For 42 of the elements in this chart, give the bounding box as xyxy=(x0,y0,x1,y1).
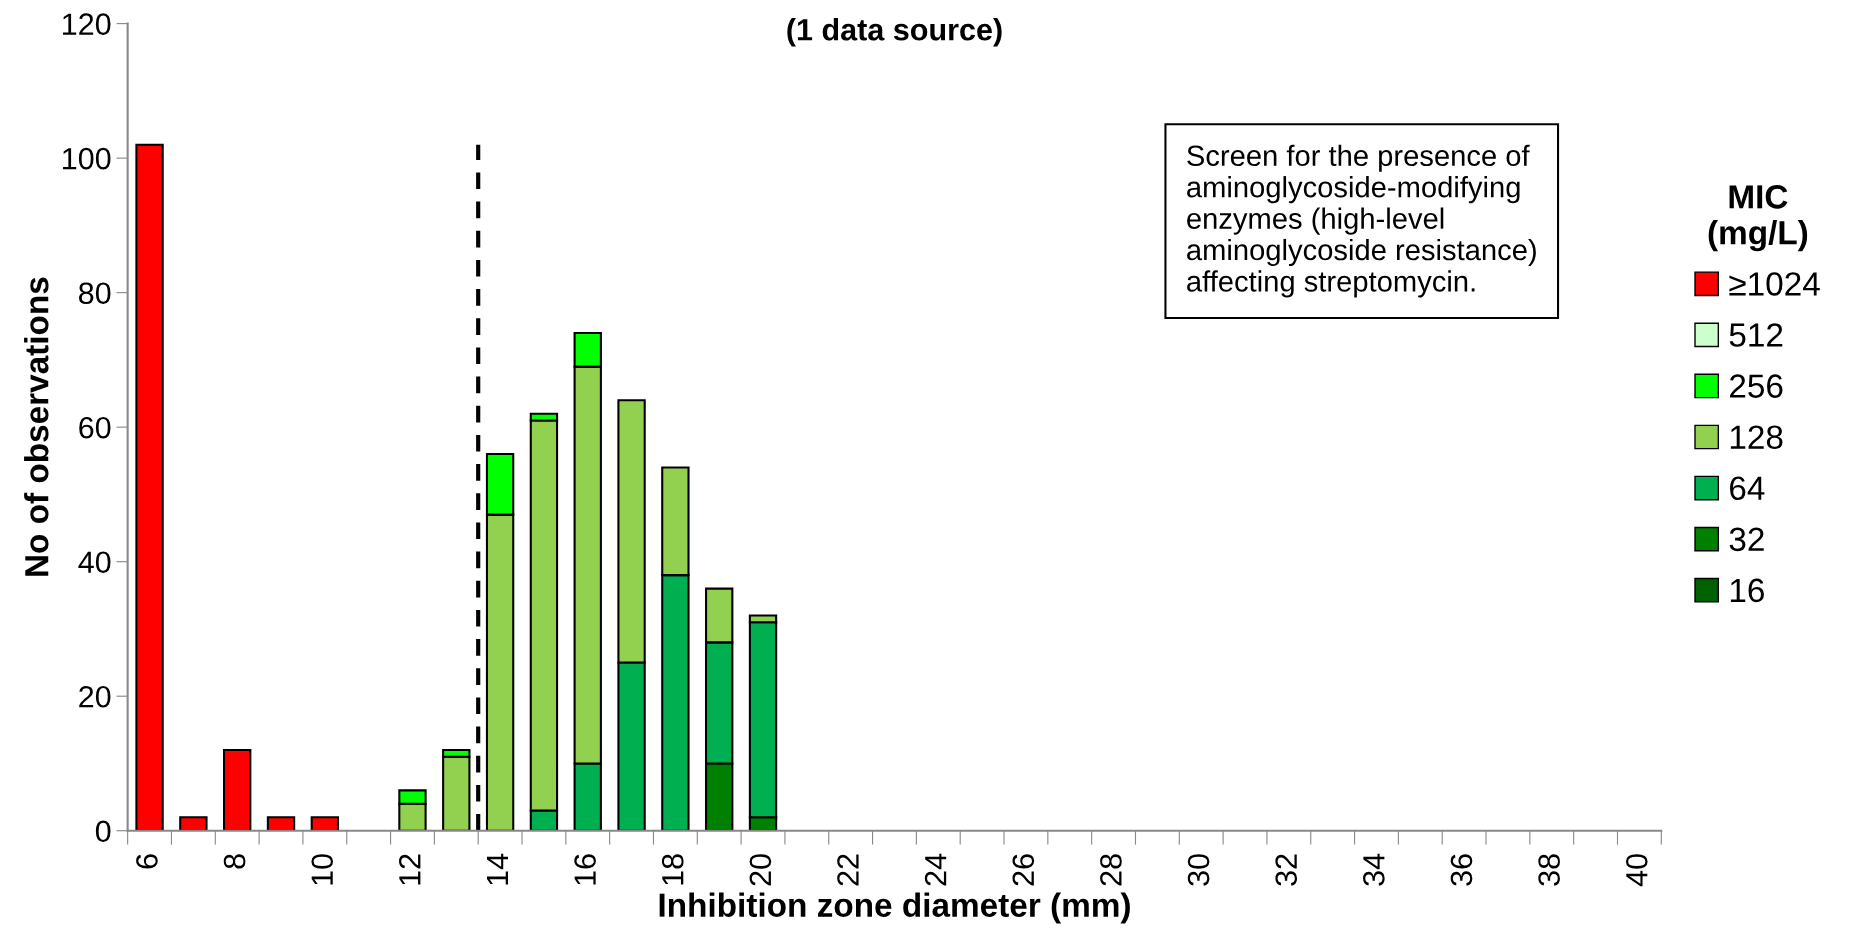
x-tick-label: 36 xyxy=(1450,854,1473,886)
x-tick-label: 32 xyxy=(1275,854,1298,886)
x-tick-label: 18 xyxy=(661,854,684,885)
legend-label: 128 xyxy=(1730,425,1783,449)
y-tick-label: 100 xyxy=(63,147,111,170)
x-tick-label: 26 xyxy=(1012,854,1035,886)
bar xyxy=(135,143,164,831)
bar xyxy=(223,748,252,831)
y-tick-label: 80 xyxy=(79,282,111,305)
legend-label: 16 xyxy=(1730,578,1764,603)
x-tick-label: 6 xyxy=(136,854,158,869)
legend-title: MIC (mg/L) xyxy=(1708,185,1808,252)
x-tick-label: 28 xyxy=(1100,854,1122,886)
y-tick-label: 60 xyxy=(79,416,111,439)
x-tick-label: 14 xyxy=(486,853,509,885)
bar xyxy=(266,816,296,831)
annotation: Screen for the presence of aminoglycoside-modifying enzymes (high-level aminoglycoside resistance) affecting streptomycin. xyxy=(1187,144,1536,298)
x-tick-label: 10 xyxy=(311,854,334,885)
bar xyxy=(310,816,340,831)
x-tick-label: 16 xyxy=(574,854,596,885)
x-tick-label: 24 xyxy=(924,853,947,886)
x-tick-label: 8 xyxy=(223,854,246,869)
y-axis-title: No of observations xyxy=(24,277,49,576)
bar xyxy=(179,816,208,831)
x-tick-label: 34 xyxy=(1363,853,1385,886)
legend-label: 256 xyxy=(1730,374,1783,398)
y-tick-label: 20 xyxy=(79,685,111,708)
x-tick-label: 22 xyxy=(837,854,859,886)
x-tick-label: 40 xyxy=(1625,854,1648,887)
x-tick-label: 20 xyxy=(749,854,772,886)
x-tick-label: 30 xyxy=(1187,854,1210,886)
legend-label: 64 xyxy=(1730,476,1765,501)
legend-label: 512 xyxy=(1729,323,1783,347)
x-axis-title: Inhibition zone diameter (mm) xyxy=(659,892,1130,924)
x-tick-label: 38 xyxy=(1538,854,1560,886)
legend-label: 32 xyxy=(1729,527,1764,552)
chart-title: (1 data source) xyxy=(787,18,1002,47)
y-tick-label: 40 xyxy=(78,551,111,574)
y-tick-label: 120 xyxy=(63,13,111,35)
x-tick-label: 12 xyxy=(399,854,421,885)
legend-label: ≥1024 xyxy=(1729,272,1820,296)
y-tick-label: 0 xyxy=(95,820,111,843)
